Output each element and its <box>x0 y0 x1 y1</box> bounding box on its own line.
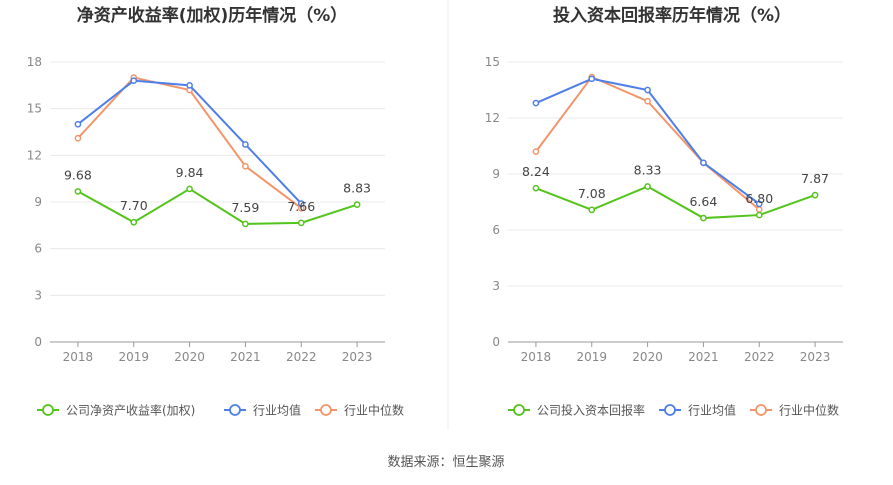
data-label: 8.33 <box>634 163 662 178</box>
data-point <box>242 162 249 170</box>
data-point <box>588 75 596 83</box>
data-label: 8.24 <box>522 164 550 179</box>
data-label: 7.66 <box>287 199 315 214</box>
series-line <box>77 187 358 225</box>
data-point <box>130 218 138 226</box>
data-point <box>644 86 651 94</box>
roic-chart: 投入资本回报率历年情况（%） 0 3 6 9 12 15 2018 2019 2020 2021 20… <box>485 5 843 418</box>
data-point <box>811 191 819 199</box>
data-label: 6.64 <box>689 194 717 209</box>
legend-marker <box>42 404 54 416</box>
data-point <box>700 159 707 167</box>
data-point <box>755 211 763 219</box>
legend-label: 行业均值 <box>253 403 301 418</box>
y-tick-label: 6 <box>34 242 42 256</box>
data-point <box>186 185 193 193</box>
data-point <box>644 97 651 105</box>
y-tick-label: 0 <box>34 335 42 349</box>
data-point <box>74 188 82 195</box>
data-label: 7.59 <box>231 200 259 215</box>
data-point <box>353 201 361 208</box>
legend-marker <box>664 404 676 416</box>
data-point <box>644 183 651 190</box>
x-tick-label: 2022 <box>286 350 317 364</box>
data-label: 8.83 <box>343 181 371 196</box>
data-label: 7.08 <box>578 186 606 201</box>
series-line <box>77 79 302 205</box>
data-point <box>242 220 249 228</box>
chart-title: 投入资本回报率历年情况（%） <box>553 5 791 26</box>
data-point <box>297 219 305 227</box>
legend-label: 公司投入资本回报率 <box>537 403 645 418</box>
data-point <box>74 120 82 128</box>
legend-label: 行业中位数 <box>344 403 404 418</box>
series-line <box>535 185 816 220</box>
data-point <box>755 200 763 208</box>
data-point <box>532 99 540 107</box>
x-tick-label: 2021 <box>230 350 261 364</box>
data-point <box>74 134 82 142</box>
legend-label: 行业均值 <box>688 403 736 418</box>
legend-marker <box>513 404 525 416</box>
y-tick-label: 12 <box>485 111 500 125</box>
x-tick-label: 2019 <box>118 350 149 364</box>
y-tick-label: 15 <box>27 102 42 116</box>
x-tick-label: 2021 <box>688 350 719 364</box>
data-point <box>532 184 540 192</box>
data-point <box>130 77 138 85</box>
chart-title: 净资产收益率(加权)历年情况（%） <box>77 5 348 26</box>
x-tick-label: 2018 <box>521 350 552 364</box>
y-tick-label: 3 <box>34 288 42 302</box>
legend-label: 公司净资产收益率(加权) <box>66 403 195 418</box>
data-point <box>588 206 596 214</box>
y-tick-label: 9 <box>492 167 500 181</box>
y-tick-label: 9 <box>34 195 42 209</box>
x-tick-label: 2019 <box>576 350 607 364</box>
data-point <box>532 148 540 155</box>
data-point <box>297 200 305 207</box>
data-point <box>700 214 707 222</box>
y-tick-label: 6 <box>492 223 500 237</box>
y-tick-label: 15 <box>485 55 500 69</box>
data-point <box>186 81 193 89</box>
data-point <box>242 141 249 148</box>
y-tick-label: 0 <box>492 335 500 349</box>
legend-marker <box>755 404 767 416</box>
x-tick-label: 2023 <box>800 350 831 364</box>
data-label: 7.70 <box>120 198 148 213</box>
data-label: 6.80 <box>745 191 773 206</box>
x-tick-label: 2020 <box>174 350 205 364</box>
y-tick-label: 3 <box>492 279 500 293</box>
x-tick-label: 2023 <box>342 350 373 364</box>
roe-chart: 净资产收益率(加权)历年情况（%） 0 3 6 9 12 15 18 2018 2019 2020 2… <box>27 5 404 418</box>
y-tick-label: 18 <box>27 55 42 69</box>
y-tick-label: 12 <box>27 148 42 162</box>
legend-marker <box>229 404 241 416</box>
legend-label: 行业中位数 <box>779 403 839 418</box>
x-tick-label: 2022 <box>744 350 775 364</box>
data-label: 7.87 <box>801 171 829 186</box>
data-point <box>755 206 763 213</box>
data-label: 9.68 <box>64 167 92 182</box>
legend-marker <box>320 404 332 416</box>
source-note: 数据来源：恒生聚源 <box>387 455 504 470</box>
data-label: 9.84 <box>176 165 204 180</box>
x-tick-label: 2020 <box>632 350 663 364</box>
x-tick-label: 2018 <box>63 350 94 364</box>
